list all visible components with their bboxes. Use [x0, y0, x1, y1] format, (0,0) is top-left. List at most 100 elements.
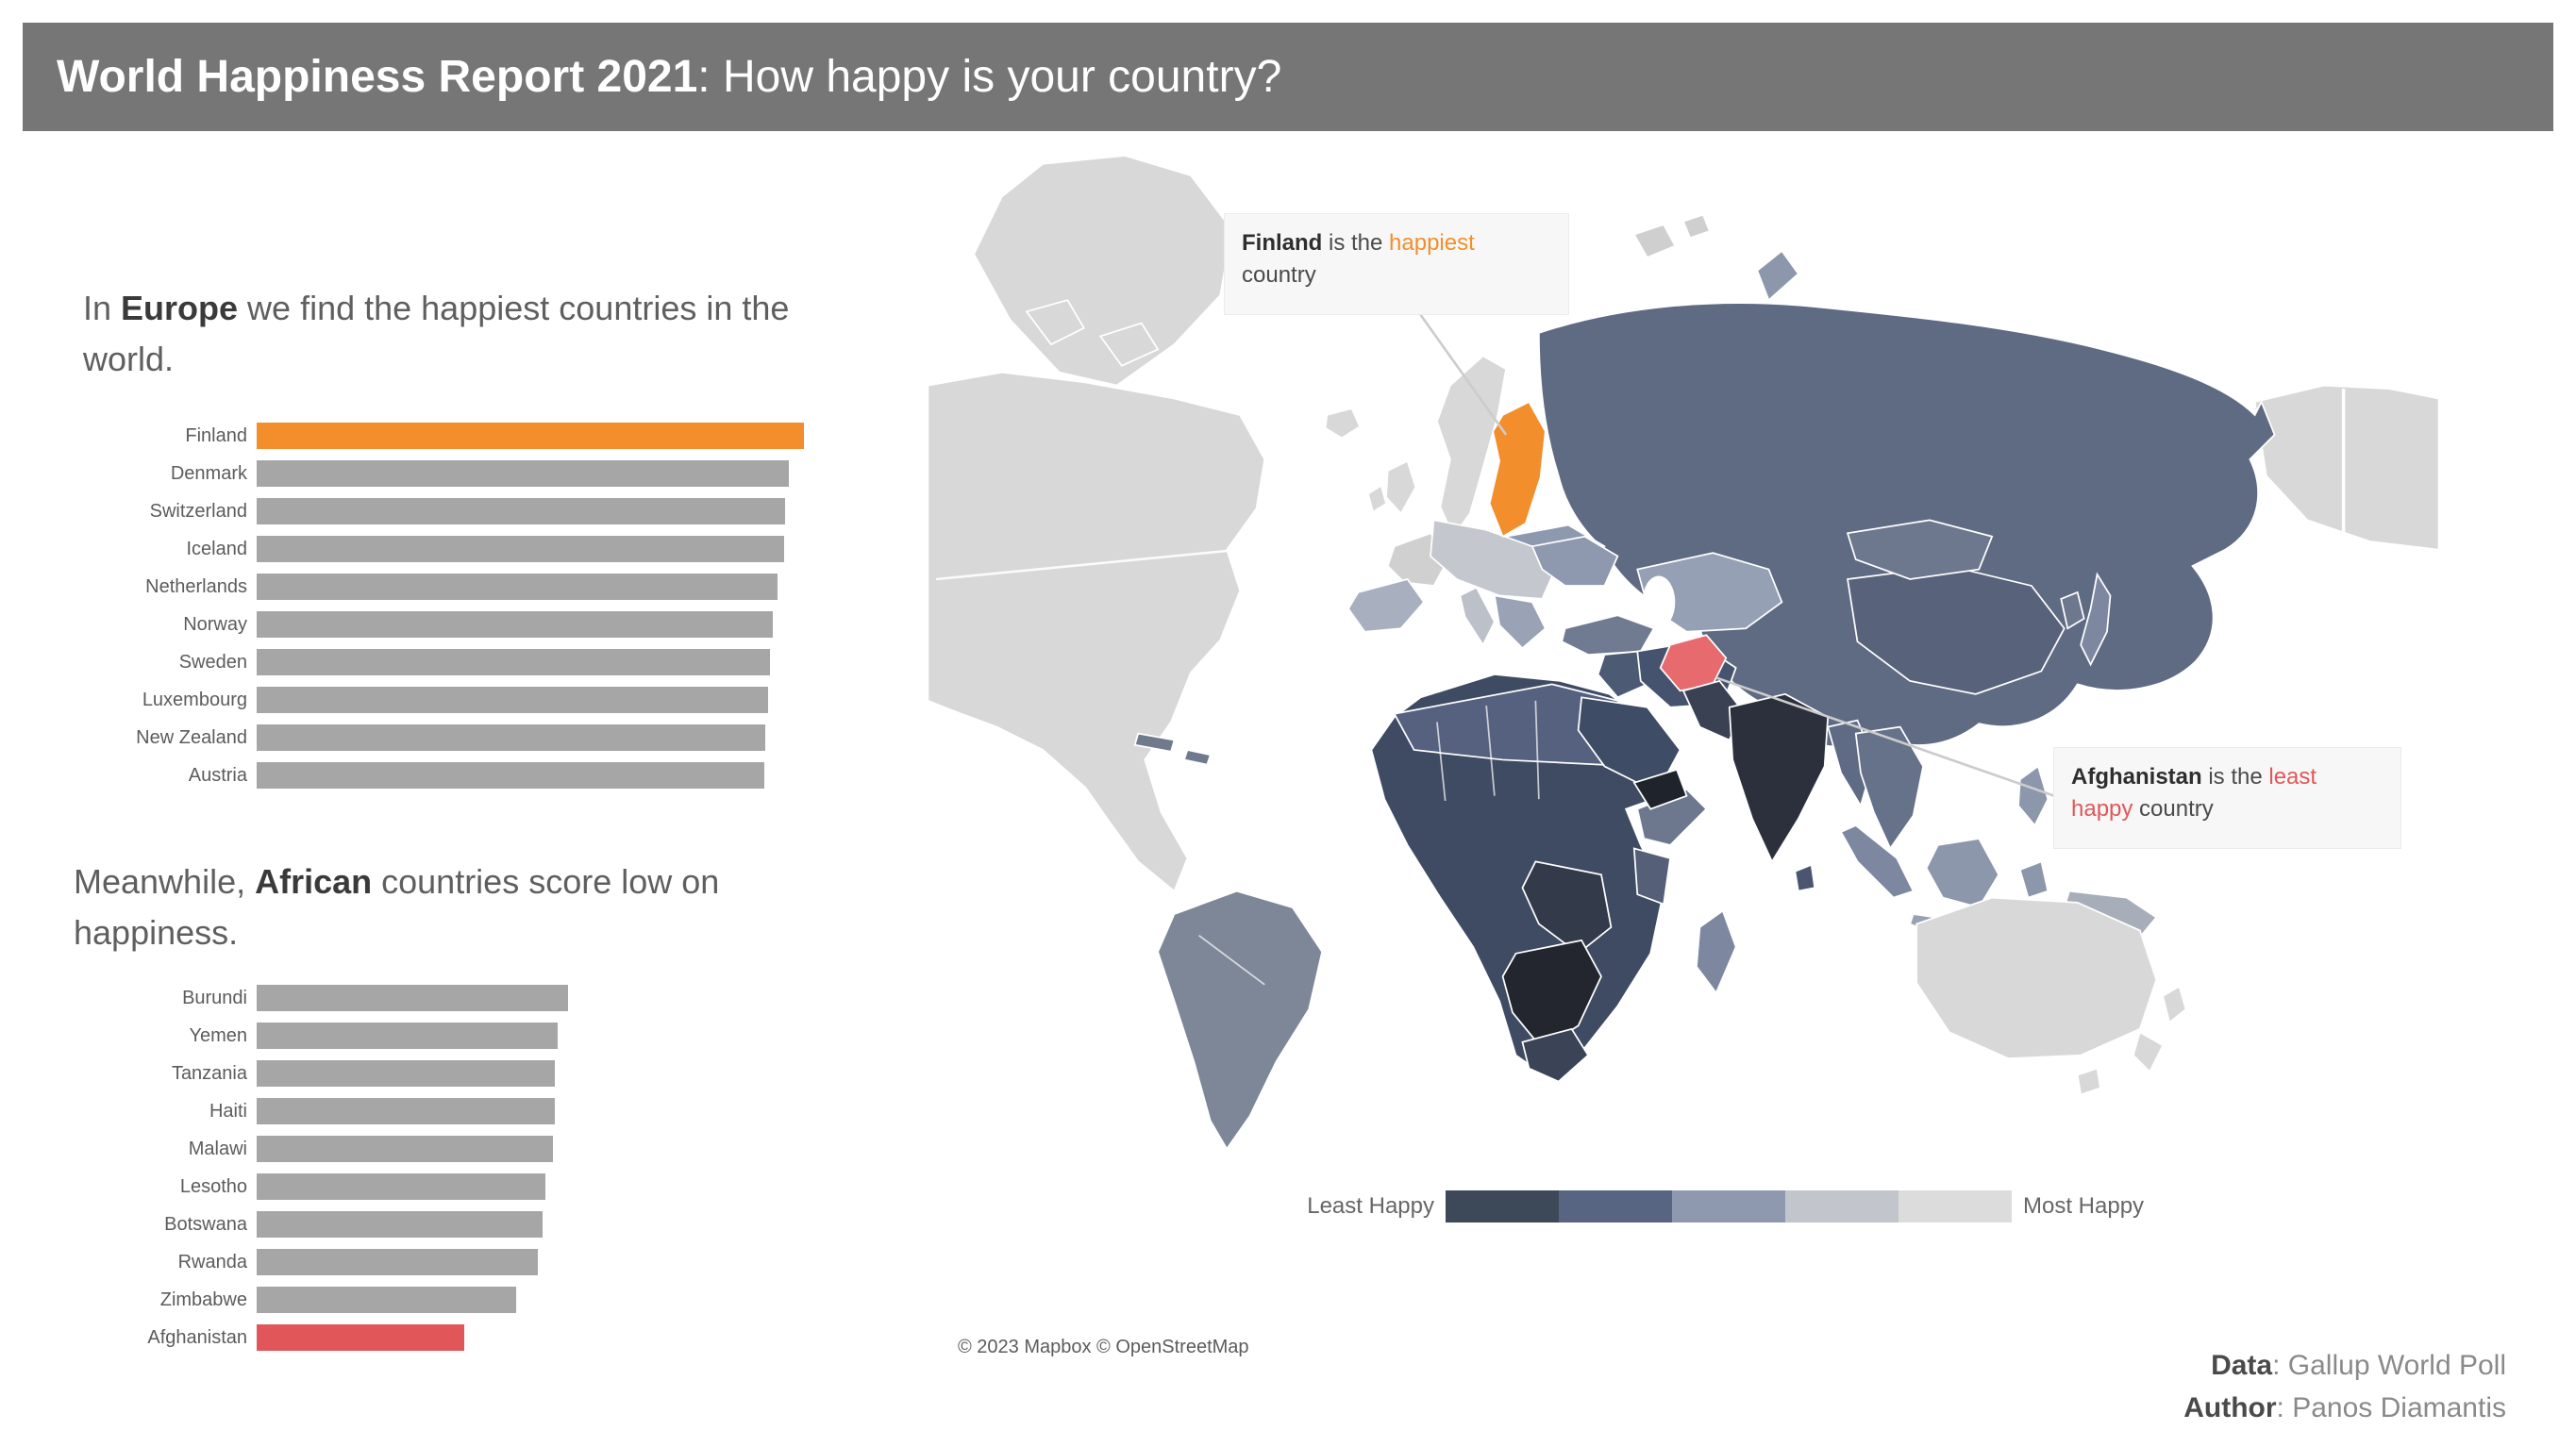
- bar-haiti[interactable]: [257, 1098, 555, 1124]
- bar-label: Burundi: [182, 988, 247, 1008]
- map-island-tasmania[interactable]: [2076, 1067, 2102, 1096]
- bar-row: Finland: [28, 423, 859, 449]
- bar-sweden[interactable]: [257, 649, 771, 675]
- bar-track: [257, 1211, 804, 1238]
- legend-swatch[interactable]: [1446, 1190, 1559, 1222]
- map-island-borneo[interactable]: [1925, 838, 2000, 909]
- bar-yemen[interactable]: [257, 1023, 559, 1049]
- bar-finland[interactable]: [257, 423, 804, 449]
- map-region-scandinavia[interactable]: [1436, 355, 1508, 539]
- map-country-china[interactable]: [1847, 565, 2066, 695]
- map-island-novaya-zemlya[interactable]: [1756, 249, 1799, 302]
- map-border-africa: [1436, 700, 1540, 802]
- legend-swatch[interactable]: [1672, 1190, 1785, 1222]
- bar-burundi[interactable]: [257, 985, 568, 1011]
- map-region-caribbean[interactable]: [1182, 748, 1212, 766]
- map-border-south-america: [1198, 934, 1265, 986]
- bar-track: [257, 498, 804, 524]
- bar-switzerland[interactable]: [257, 498, 786, 524]
- bar-afghanistan[interactable]: [257, 1324, 464, 1351]
- map-island-svalbard[interactable]: [1632, 224, 1677, 258]
- bar-track: [257, 1173, 804, 1200]
- map-region-arctic-islands[interactable]: [1025, 299, 1086, 346]
- legend-swatch[interactable]: [1559, 1190, 1672, 1222]
- credits-data-value: : Gallup World Poll: [2272, 1350, 2506, 1381]
- bar-label: Yemen: [189, 1025, 247, 1046]
- intro-text-europe: In Europe we find the happiest countries…: [83, 283, 847, 385]
- annotation-line-afghanistan: [1715, 676, 2055, 797]
- page-title: World Happiness Report 2021: How happy i…: [57, 51, 1281, 103]
- map-country-madagascar[interactable]: [1696, 909, 1737, 995]
- bar-denmark[interactable]: [257, 460, 789, 487]
- map-country-japan[interactable]: [2080, 572, 2112, 667]
- map-country-united-kingdom[interactable]: [1385, 459, 1417, 515]
- bar-row: Luxembourg: [28, 687, 859, 713]
- map-country-south-africa[interactable]: [1521, 1027, 1590, 1083]
- bar-tanzania[interactable]: [257, 1060, 555, 1087]
- map-island-sulawesi[interactable]: [2018, 860, 2049, 899]
- bar-malawi[interactable]: [257, 1136, 553, 1162]
- bar-track: [257, 1136, 804, 1162]
- bar-new-zealand[interactable]: [257, 724, 765, 751]
- map-region-indochina[interactable]: [1854, 725, 1925, 851]
- bar-track: [257, 1324, 804, 1351]
- bar-austria[interactable]: [257, 762, 764, 789]
- map-region-caribbean[interactable]: [1133, 732, 1176, 753]
- map-region-alaska-wrap[interactable]: [2253, 384, 2439, 551]
- bar-track: [257, 687, 804, 713]
- bar-botswana[interactable]: [257, 1211, 543, 1238]
- bar-lesotho[interactable]: [257, 1173, 546, 1200]
- map-country-greenland[interactable]: [973, 156, 1233, 387]
- map-region-balkans[interactable]: [1493, 594, 1547, 650]
- map-region-iraq-syria[interactable]: [1597, 650, 1648, 699]
- map-island-svalbard[interactable]: [1681, 213, 1711, 240]
- map-country-finland[interactable]: [1488, 400, 1547, 539]
- map-region-north-america[interactable]: [928, 371, 1266, 893]
- bar-row: Sweden: [28, 649, 859, 675]
- bar-iceland[interactable]: [257, 536, 784, 562]
- annotation-afghanistan-post: country: [2133, 796, 2214, 822]
- legend-swatch[interactable]: [1899, 1190, 2012, 1222]
- map-country-ireland[interactable]: [1366, 484, 1388, 514]
- legend-swatch[interactable]: [1785, 1190, 1899, 1222]
- map-region-eastern-europe[interactable]: [1531, 535, 1619, 587]
- bar-row: Malawi: [28, 1136, 859, 1162]
- map-region-south-america[interactable]: [1157, 890, 1324, 1151]
- map-country-australia[interactable]: [1915, 896, 2158, 1060]
- map-country-yemen[interactable]: [1632, 768, 1688, 810]
- world-map-panel: Finland is the happiest country Afghanis…: [928, 156, 2456, 1420]
- map-country-mongolia[interactable]: [1846, 519, 1994, 580]
- annotation-line-finland: [1419, 314, 1508, 436]
- credits-author-value: : Panos Diamantis: [2276, 1392, 2506, 1423]
- map-region-arctic-islands[interactable]: [1098, 322, 1160, 367]
- map-country-new-zealand[interactable]: [2162, 985, 2187, 1024]
- bar-norway[interactable]: [257, 611, 773, 638]
- bar-rwanda[interactable]: [257, 1249, 539, 1275]
- map-region-east-africa[interactable]: [1632, 847, 1672, 906]
- intro-europe-bold: Europe: [121, 289, 239, 327]
- bar-label: New Zealand: [136, 727, 247, 748]
- map-country-iceland[interactable]: [1324, 407, 1362, 440]
- legend-swatches: [1446, 1190, 2012, 1222]
- bar-track: [257, 762, 804, 789]
- map-country-new-zealand[interactable]: [2132, 1031, 2165, 1073]
- bar-track: [257, 1287, 804, 1313]
- bar-row: Switzerland: [28, 498, 859, 524]
- map-country-philippines[interactable]: [2017, 764, 2049, 827]
- bar-label: Denmark: [170, 463, 247, 484]
- map-attribution[interactable]: © 2023 Mapbox © OpenStreetMap: [958, 1337, 1249, 1357]
- annotation-finland-mid: is the: [1322, 230, 1390, 256]
- bar-netherlands[interactable]: [257, 574, 778, 600]
- map-country-sri-lanka[interactable]: [1794, 863, 1816, 892]
- map-region-iberia[interactable]: [1347, 578, 1426, 633]
- bar-row: Lesotho: [28, 1173, 859, 1200]
- map-country-italy[interactable]: [1459, 586, 1496, 647]
- bar-zimbabwe[interactable]: [257, 1287, 516, 1313]
- bar-luxembourg[interactable]: [257, 687, 768, 713]
- map-country-korea[interactable]: [2060, 590, 2085, 630]
- map-country-india[interactable]: [1728, 692, 1830, 864]
- bar-row: Iceland: [28, 536, 859, 562]
- bar-label: Lesotho: [179, 1176, 247, 1197]
- map-island-sumatra[interactable]: [1839, 824, 1915, 899]
